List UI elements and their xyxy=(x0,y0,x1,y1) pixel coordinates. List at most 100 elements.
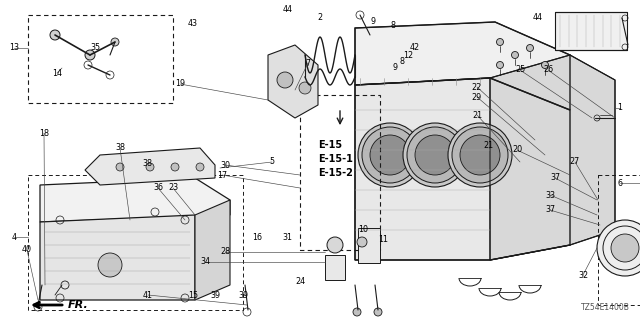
Circle shape xyxy=(353,308,361,316)
Text: E-15: E-15 xyxy=(318,140,342,150)
Text: 20: 20 xyxy=(512,146,522,155)
Bar xyxy=(300,95,380,250)
Circle shape xyxy=(111,38,119,46)
Text: 9: 9 xyxy=(392,62,397,71)
Circle shape xyxy=(448,123,512,187)
Text: 41: 41 xyxy=(143,291,153,300)
Circle shape xyxy=(85,50,95,60)
Circle shape xyxy=(497,61,504,68)
Text: 24: 24 xyxy=(295,277,305,286)
Text: 29: 29 xyxy=(472,92,482,101)
Polygon shape xyxy=(85,148,215,185)
Text: 37: 37 xyxy=(550,173,560,182)
Text: 12: 12 xyxy=(403,52,413,60)
Text: 6: 6 xyxy=(618,179,623,188)
Text: 17: 17 xyxy=(217,171,227,180)
Polygon shape xyxy=(355,22,570,110)
Text: 16: 16 xyxy=(252,234,262,243)
Text: 10: 10 xyxy=(358,226,368,235)
Text: 31: 31 xyxy=(282,233,292,242)
Text: 35: 35 xyxy=(90,44,100,52)
Circle shape xyxy=(196,163,204,171)
Text: 39: 39 xyxy=(210,291,220,300)
Circle shape xyxy=(146,163,154,171)
Text: 2: 2 xyxy=(317,13,323,22)
Text: 11: 11 xyxy=(378,236,388,244)
Text: 43: 43 xyxy=(188,19,198,28)
Circle shape xyxy=(50,30,60,40)
Polygon shape xyxy=(268,45,318,118)
Text: 7: 7 xyxy=(305,59,310,68)
Bar xyxy=(598,175,640,305)
Text: FR.: FR. xyxy=(68,300,89,310)
Circle shape xyxy=(597,220,640,276)
Circle shape xyxy=(527,44,534,52)
Text: 44: 44 xyxy=(533,12,543,21)
Bar xyxy=(358,228,380,263)
Text: 36: 36 xyxy=(153,183,163,193)
Text: 19: 19 xyxy=(175,79,185,89)
Circle shape xyxy=(116,163,124,171)
Circle shape xyxy=(370,135,410,175)
Circle shape xyxy=(452,127,508,183)
Circle shape xyxy=(415,135,455,175)
Bar xyxy=(28,175,243,310)
Text: 18: 18 xyxy=(39,129,49,138)
Circle shape xyxy=(171,163,179,171)
Circle shape xyxy=(541,61,548,68)
Polygon shape xyxy=(490,55,615,260)
Circle shape xyxy=(374,308,382,316)
Circle shape xyxy=(460,135,500,175)
Text: 38: 38 xyxy=(142,158,152,167)
Circle shape xyxy=(327,237,343,253)
Text: 40: 40 xyxy=(22,245,32,254)
Bar xyxy=(325,255,345,280)
Circle shape xyxy=(299,82,311,94)
Text: E-15-2: E-15-2 xyxy=(318,168,353,178)
Text: TZ54E1400B: TZ54E1400B xyxy=(581,303,630,312)
Circle shape xyxy=(403,123,467,187)
Text: 5: 5 xyxy=(269,157,275,166)
Circle shape xyxy=(277,72,293,88)
Circle shape xyxy=(362,127,418,183)
Text: 21: 21 xyxy=(472,110,482,119)
Text: 8: 8 xyxy=(390,21,396,30)
Polygon shape xyxy=(195,200,230,300)
Text: 14: 14 xyxy=(52,68,62,77)
Circle shape xyxy=(407,127,463,183)
Text: 39: 39 xyxy=(238,291,248,300)
Text: 15: 15 xyxy=(188,291,198,300)
Text: 33: 33 xyxy=(545,190,555,199)
Text: 1: 1 xyxy=(618,103,623,113)
Text: 27: 27 xyxy=(570,157,580,166)
Text: E-15-1: E-15-1 xyxy=(318,154,353,164)
Text: 9: 9 xyxy=(371,18,376,27)
Text: 13: 13 xyxy=(9,44,19,52)
Circle shape xyxy=(497,38,504,45)
Text: 37: 37 xyxy=(545,205,555,214)
Circle shape xyxy=(511,52,518,59)
Text: 8: 8 xyxy=(399,58,404,67)
Polygon shape xyxy=(355,78,570,260)
Text: 30: 30 xyxy=(220,161,230,170)
Text: 44: 44 xyxy=(283,5,293,14)
Bar xyxy=(28,15,173,103)
Text: 38: 38 xyxy=(115,143,125,153)
Circle shape xyxy=(98,253,122,277)
Circle shape xyxy=(358,123,422,187)
Circle shape xyxy=(357,237,367,247)
Text: 32: 32 xyxy=(578,270,588,279)
Text: 4: 4 xyxy=(12,233,17,242)
Polygon shape xyxy=(40,178,230,222)
Circle shape xyxy=(611,234,639,262)
Text: 22: 22 xyxy=(472,83,482,92)
Text: 25: 25 xyxy=(515,66,525,75)
Text: 23: 23 xyxy=(168,183,178,193)
Text: 21: 21 xyxy=(483,140,493,149)
Text: 28: 28 xyxy=(220,247,230,257)
Text: 26: 26 xyxy=(543,66,553,75)
Text: 42: 42 xyxy=(410,44,420,52)
Bar xyxy=(555,12,627,50)
Text: 34: 34 xyxy=(200,258,210,267)
Polygon shape xyxy=(40,215,195,300)
